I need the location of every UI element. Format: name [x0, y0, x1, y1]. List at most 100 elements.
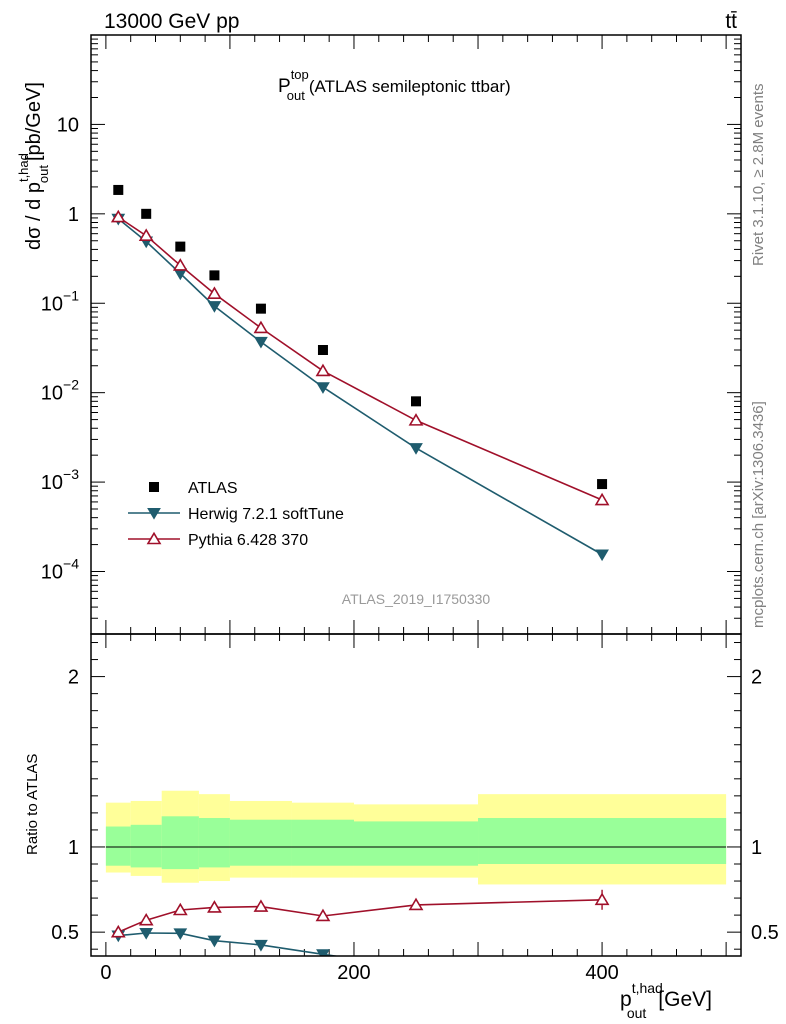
ratio-y-tick-label-right: 1 — [751, 837, 762, 859]
pythia-point — [315, 363, 331, 377]
x-axis-title: pt,had out [GeV] — [620, 980, 712, 1021]
herwig-line — [117, 218, 603, 556]
ratio-y-tick-label-right: 2 — [751, 667, 762, 689]
pythia-ratio-line — [117, 899, 603, 933]
y-axis-title-suffix: [pb/GeV] — [23, 82, 45, 161]
atlas-point — [175, 241, 186, 252]
y-tick-label-exp: −4 — [63, 556, 79, 572]
legend-label: Pythia 6.428 370 — [188, 532, 308, 549]
plot-title: Ptop out (ATLAS semileptonic ttbar) — [278, 67, 511, 103]
atlas-point — [317, 345, 328, 356]
y-tick-label: 10−3 — [41, 466, 79, 494]
legend-pythia-marker — [146, 531, 162, 545]
legend-herwig-marker — [147, 508, 161, 520]
x-axis-title-prefix: p — [620, 988, 632, 1011]
x-tick-label: 0 — [100, 962, 111, 984]
plot-title-suffix: (ATLAS semileptonic ttbar) — [309, 77, 511, 96]
ratio-y-tick-label: 2 — [68, 667, 79, 689]
herwig-ratio-point — [207, 935, 222, 948]
ratio-band-inner — [105, 826, 131, 866]
atlas-point — [113, 184, 124, 195]
plot-title-sub: out — [287, 88, 305, 103]
y-tick-label-base: 10 — [41, 293, 63, 315]
herwig-ratio-point — [139, 928, 154, 940]
y-tick-label: 1 — [68, 204, 79, 226]
atlas-point — [411, 396, 421, 407]
y-tick-label-exp: −1 — [63, 287, 79, 303]
herwig-point — [595, 549, 609, 562]
herwig-ratio-point — [596, 984, 608, 994]
legend-atlas-marker — [149, 482, 159, 492]
y-axis-title-ratio: Ratio to ATLAS — [24, 754, 41, 855]
y-axis-title-sub: out — [36, 165, 51, 183]
pythia-point — [110, 209, 126, 223]
herwig-point — [254, 336, 268, 349]
herwig-point — [316, 382, 330, 394]
x-tick-label: 400 — [585, 962, 618, 984]
pythia-ratio-point — [207, 900, 222, 913]
pythia-point — [594, 492, 610, 506]
analysis-label: ATLAS_2019_I1750330 — [342, 591, 491, 607]
ratio-band-inner — [161, 816, 199, 870]
y-tick-label-base: 10 — [41, 562, 63, 584]
pythia-ratio-point — [138, 912, 154, 926]
y-tick-label-base: 10 — [41, 383, 63, 405]
atlas-point — [209, 270, 220, 281]
pythia-ratio-point — [110, 924, 126, 938]
ratio-band-inner — [478, 818, 727, 864]
legend: ATLAS Herwig 7.2.1 softTune Pythia 6.428 3… — [128, 480, 344, 549]
pythia-point — [172, 258, 188, 271]
y-tick-label: 10−1 — [41, 287, 79, 315]
legend-label: ATLAS — [188, 480, 238, 497]
ratio-y-tick-label-right: 0.5 — [751, 922, 779, 944]
ratio-band-inner — [353, 821, 479, 866]
pythia-ratio-point — [408, 897, 424, 911]
y-tick-label-base: 10 — [41, 472, 63, 494]
pythia-ratio-point — [253, 899, 269, 912]
herwig-ratio-point — [410, 963, 422, 973]
y-tick-label: 10−2 — [41, 377, 79, 405]
y-tick-label-exp: −3 — [63, 466, 79, 482]
plot-title-sup: top — [291, 67, 309, 82]
herwig-point — [207, 301, 222, 313]
pythia-ratio-point — [172, 902, 188, 916]
herwig-ratio-point — [316, 949, 330, 956]
atlas-point — [255, 303, 266, 314]
herwig-ratio-point — [173, 928, 188, 941]
pythia-point — [138, 228, 154, 241]
ratio-band-inner — [291, 819, 354, 866]
ratio-band-inner — [198, 818, 230, 868]
pythia-line — [117, 216, 603, 501]
process-label: tt̄ — [725, 10, 737, 33]
atlas-point — [597, 479, 608, 490]
y-axis-title-sup: t,had — [16, 153, 31, 182]
x-axis-title-suffix: [GeV] — [658, 988, 712, 1011]
y-axis-title-main: dσ / d pt,had out [pb/GeV] — [16, 82, 51, 250]
plot-title-main: P — [278, 76, 291, 97]
ratio-y-tick-label: 0.5 — [51, 922, 79, 944]
y-tick-label: 10 — [57, 114, 79, 136]
herwig-ratio-line — [118, 932, 341, 956]
herwig-ratio-point — [254, 939, 268, 952]
x-tick-label: 200 — [337, 962, 370, 984]
atlas-point — [141, 208, 152, 219]
ratio-series-group — [110, 889, 610, 994]
y-axis-title-prefix: dσ / d p — [23, 182, 45, 250]
pythia-ratio-point — [594, 892, 610, 906]
herwig-point — [409, 443, 423, 455]
pythia-point — [207, 286, 222, 299]
pythia-ratio-point — [315, 908, 331, 922]
ratio-frame — [90, 633, 742, 957]
ratio-band-inner — [229, 819, 292, 866]
x-axis-title-sup: t,had — [632, 980, 663, 996]
x-axis-title-sub: out — [627, 1005, 647, 1021]
y-tick-label: 10−4 — [41, 556, 79, 584]
energy-label: 13000 GeV pp — [104, 10, 239, 33]
pythia-point — [408, 413, 424, 426]
y-tick-label-exp: −2 — [63, 377, 79, 393]
mcplots-label: mcplots.cern.ch [arXiv:1306.3436] — [750, 401, 767, 628]
ratio-band-inner — [130, 824, 162, 868]
ratio-plot-area: 0 200 400 0.5 0.5 1 1 2 2 — [51, 633, 779, 994]
